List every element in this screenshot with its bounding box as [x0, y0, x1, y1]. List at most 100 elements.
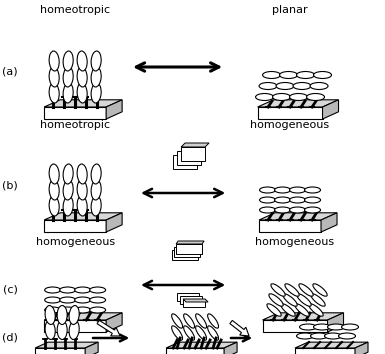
Ellipse shape — [271, 284, 285, 296]
Polygon shape — [172, 250, 198, 260]
Ellipse shape — [290, 207, 306, 213]
Ellipse shape — [60, 287, 75, 293]
Polygon shape — [180, 296, 202, 304]
Ellipse shape — [305, 197, 321, 203]
Polygon shape — [176, 241, 204, 244]
Ellipse shape — [285, 284, 299, 296]
Polygon shape — [44, 100, 122, 107]
Ellipse shape — [91, 83, 101, 103]
Ellipse shape — [45, 287, 61, 293]
Ellipse shape — [184, 314, 194, 328]
Ellipse shape — [259, 207, 276, 213]
Polygon shape — [258, 107, 323, 119]
Ellipse shape — [338, 333, 355, 339]
Ellipse shape — [90, 297, 105, 303]
Ellipse shape — [300, 324, 316, 330]
Ellipse shape — [90, 287, 105, 293]
Ellipse shape — [49, 196, 59, 216]
Ellipse shape — [256, 93, 274, 101]
Polygon shape — [323, 100, 338, 119]
Ellipse shape — [172, 326, 182, 340]
Ellipse shape — [49, 164, 59, 184]
Polygon shape — [44, 320, 106, 332]
Ellipse shape — [45, 307, 61, 313]
Ellipse shape — [91, 67, 101, 87]
Ellipse shape — [313, 72, 331, 79]
Ellipse shape — [280, 72, 298, 79]
Text: planar: planar — [272, 5, 308, 15]
Text: (b): (b) — [2, 180, 18, 190]
Ellipse shape — [341, 324, 358, 330]
Ellipse shape — [305, 207, 321, 213]
FancyArrow shape — [230, 320, 249, 336]
Text: homogeneous: homogeneous — [251, 120, 330, 130]
Polygon shape — [44, 107, 106, 119]
Text: homeotropic: homeotropic — [40, 5, 110, 15]
Polygon shape — [295, 342, 368, 348]
Polygon shape — [321, 213, 337, 232]
Polygon shape — [224, 342, 237, 354]
Ellipse shape — [45, 306, 55, 325]
Ellipse shape — [281, 304, 295, 316]
Ellipse shape — [57, 306, 67, 325]
Ellipse shape — [328, 324, 345, 330]
Ellipse shape — [75, 297, 90, 303]
Polygon shape — [183, 299, 208, 302]
Ellipse shape — [60, 297, 75, 303]
Ellipse shape — [313, 324, 331, 330]
Polygon shape — [166, 348, 224, 354]
Ellipse shape — [208, 326, 219, 340]
Polygon shape — [177, 151, 201, 165]
Ellipse shape — [269, 294, 283, 306]
FancyArrow shape — [97, 320, 120, 336]
Ellipse shape — [305, 187, 321, 193]
Ellipse shape — [290, 197, 306, 203]
Ellipse shape — [77, 83, 87, 103]
Ellipse shape — [57, 320, 67, 339]
Polygon shape — [259, 220, 321, 232]
Ellipse shape — [63, 67, 73, 87]
Ellipse shape — [267, 304, 281, 316]
Text: (c): (c) — [3, 285, 18, 295]
Ellipse shape — [77, 51, 87, 71]
Ellipse shape — [91, 164, 101, 184]
Text: homogeneous: homogeneous — [256, 237, 335, 247]
Ellipse shape — [63, 180, 73, 200]
Polygon shape — [258, 100, 338, 107]
Ellipse shape — [283, 294, 297, 306]
Ellipse shape — [296, 333, 313, 339]
Ellipse shape — [309, 304, 323, 316]
Polygon shape — [166, 342, 237, 348]
Ellipse shape — [290, 187, 306, 193]
Ellipse shape — [310, 82, 328, 90]
Ellipse shape — [75, 287, 90, 293]
Ellipse shape — [49, 83, 59, 103]
Polygon shape — [295, 348, 355, 354]
Ellipse shape — [77, 180, 87, 200]
Ellipse shape — [296, 72, 315, 79]
Polygon shape — [106, 100, 122, 119]
Ellipse shape — [275, 197, 291, 203]
Ellipse shape — [60, 307, 75, 313]
Polygon shape — [44, 213, 122, 220]
Ellipse shape — [311, 333, 328, 339]
Polygon shape — [181, 147, 205, 161]
Ellipse shape — [172, 314, 182, 328]
Ellipse shape — [275, 187, 291, 193]
Polygon shape — [106, 213, 122, 232]
Ellipse shape — [63, 51, 73, 71]
Ellipse shape — [259, 197, 276, 203]
Polygon shape — [177, 293, 199, 301]
Ellipse shape — [184, 326, 194, 340]
Ellipse shape — [49, 51, 59, 71]
Polygon shape — [44, 220, 106, 232]
Ellipse shape — [275, 207, 291, 213]
Ellipse shape — [69, 306, 79, 325]
Text: (a): (a) — [2, 67, 18, 77]
Ellipse shape — [276, 82, 294, 90]
Ellipse shape — [91, 51, 101, 71]
Ellipse shape — [297, 294, 311, 306]
Ellipse shape — [259, 187, 276, 193]
Ellipse shape — [49, 67, 59, 87]
Ellipse shape — [196, 326, 206, 340]
